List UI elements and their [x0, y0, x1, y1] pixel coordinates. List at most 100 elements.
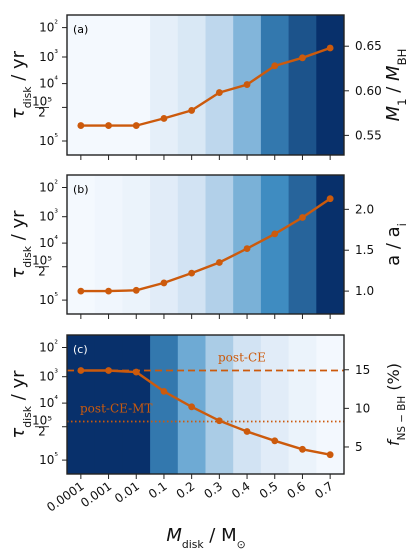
- heatmap-cell: [205, 335, 234, 474]
- heatmap-cell: [205, 15, 234, 155]
- heatmap-cell: [288, 335, 317, 474]
- heatmap-cell: [67, 15, 96, 155]
- right-tick-label: 0.65: [355, 39, 382, 53]
- series-line: [80, 369, 331, 456]
- left-tick-label: 10³: [39, 369, 58, 384]
- panel-frame: [66, 174, 345, 315]
- data-point: [77, 122, 85, 129]
- data-point: [105, 122, 112, 129]
- data-point: [215, 89, 223, 96]
- heatmap-cell: [177, 175, 206, 314]
- heatmap-cell: [150, 335, 179, 474]
- heatmap-cell: [288, 175, 317, 314]
- data-point: [77, 287, 85, 295]
- left-tick-label: 10⁵: [39, 292, 58, 307]
- x-axis-label: Mdisk / M⊙: [166, 525, 245, 551]
- data-point: [188, 403, 196, 411]
- data-point: [132, 286, 140, 294]
- data-point: [326, 195, 334, 203]
- x-tick-label: 0.2: [174, 479, 198, 501]
- x-tick-label: 0.1: [146, 479, 170, 501]
- left-tick-label: 10²: [39, 20, 58, 35]
- left-tick-label: 10³: [39, 49, 58, 64]
- reference-line-label: post-CE: [218, 351, 266, 365]
- data-point: [271, 437, 279, 445]
- data-point: [188, 107, 196, 114]
- data-point: [105, 367, 112, 374]
- data-point: [271, 230, 279, 238]
- left-tick-label-den: 2: [38, 265, 46, 279]
- x-tick-label: 0.01: [112, 479, 142, 506]
- left-tick-label: 10³: [39, 209, 58, 224]
- panel-label: (a): [73, 23, 88, 36]
- heatmap-cell: [94, 15, 123, 155]
- x-tick-label: 0.5: [257, 479, 281, 501]
- left-tick-label: 10²: [39, 180, 58, 195]
- panel-frame: [66, 334, 345, 475]
- x-tick-label: 0.3: [201, 479, 225, 501]
- left-tick-label: 10⁵: [32, 254, 52, 268]
- data-point: [215, 417, 223, 425]
- left-tick-label: 10²: [39, 340, 58, 355]
- heatmap-cell: [150, 175, 179, 314]
- heatmap-cell: [316, 335, 345, 474]
- data-point: [160, 279, 168, 287]
- reference-line-label: post-CE-MT: [80, 401, 152, 415]
- data-point: [188, 269, 196, 277]
- series-line: [80, 46, 331, 127]
- data-point: [299, 54, 306, 62]
- x-tick-label: 0.001: [78, 479, 114, 510]
- data-point: [326, 451, 334, 459]
- left-tick-label: 10⁴: [39, 395, 58, 410]
- heatmap-cell: [122, 15, 151, 155]
- heatmap-cell: [150, 15, 179, 155]
- heatmap-cell: [177, 15, 206, 155]
- heatmap-cell: [260, 335, 290, 474]
- right-axis-label: fNS − BH (%): [384, 363, 408, 446]
- data-point: [243, 81, 251, 88]
- right-axis-label: M1 / MBH: [383, 49, 409, 122]
- x-tick-label: 0.4: [229, 479, 253, 501]
- left-tick-label-den: 2: [38, 105, 46, 119]
- left-axis-label: τdisk / yr: [8, 50, 34, 119]
- data-point: [299, 445, 306, 453]
- left-tick-label: 10⁴: [39, 76, 58, 91]
- heatmap-cell: [260, 175, 290, 314]
- x-tick-label: 0.7: [312, 479, 336, 501]
- right-tick-label: 0.55: [355, 128, 382, 142]
- heatmap-cell: [316, 15, 345, 155]
- right-tick-label: 1.0: [355, 284, 374, 298]
- data-point: [215, 259, 223, 266]
- heatmap-cell: [205, 175, 234, 314]
- panel-label: (c): [73, 343, 88, 356]
- right-tick-label: 0.60: [355, 84, 382, 98]
- panel-label: (b): [73, 183, 89, 196]
- data-point: [299, 214, 306, 221]
- heatmap-cell: [94, 335, 123, 474]
- right-tick-label: 10: [355, 401, 370, 415]
- panel-frame: [66, 14, 345, 156]
- data-point: [243, 245, 251, 252]
- data-point: [132, 368, 140, 376]
- data-point: [105, 287, 112, 295]
- left-axis-label: τdisk / yr: [8, 370, 34, 439]
- x-tick-label: 0.6: [285, 479, 309, 501]
- data-point: [77, 367, 85, 374]
- left-tick-label: 10⁵: [32, 94, 52, 108]
- right-tick-label: 1.5: [355, 243, 374, 257]
- data-point: [132, 122, 140, 129]
- series-line: [80, 197, 331, 293]
- data-point: [243, 428, 251, 435]
- heatmap-cell: [260, 15, 290, 155]
- left-tick-label: 10⁵: [32, 414, 52, 428]
- left-tick-label: 10⁵: [39, 452, 58, 467]
- data-point: [160, 387, 168, 395]
- right-axis-label: a / ai: [383, 223, 409, 266]
- left-tick-label-den: 2: [38, 425, 46, 439]
- right-tick-label: 15: [355, 363, 370, 377]
- heatmap-cell: [122, 335, 151, 474]
